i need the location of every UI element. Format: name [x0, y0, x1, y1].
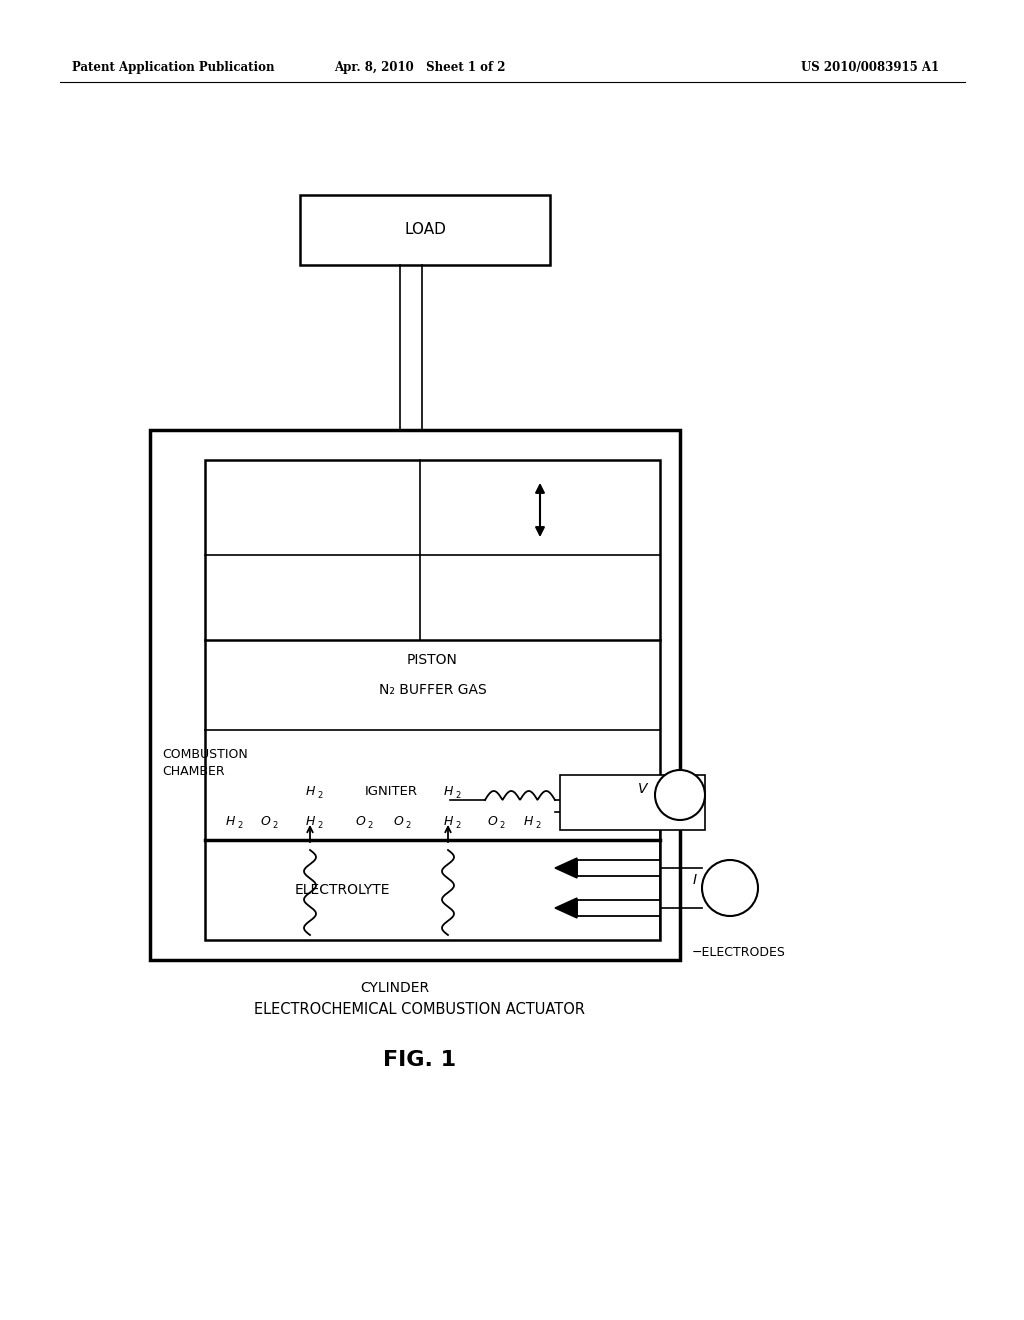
Text: O: O: [260, 814, 270, 828]
Text: −: −: [656, 800, 665, 810]
Bar: [577, 900, 660, 916]
Bar: [560, 775, 705, 830]
Bar: [205, 459, 660, 940]
Bar: [300, 195, 550, 265]
Bar: [577, 861, 660, 876]
Text: 2: 2: [317, 821, 323, 830]
Text: I: I: [693, 873, 697, 887]
Text: PISTON: PISTON: [408, 653, 458, 667]
Text: +: +: [656, 787, 664, 797]
Text: 2: 2: [367, 821, 373, 830]
Text: 2: 2: [455, 791, 460, 800]
Text: CYLINDER: CYLINDER: [360, 981, 429, 995]
Text: 2: 2: [455, 821, 460, 830]
Text: ELECTROLYTE: ELECTROLYTE: [295, 883, 390, 898]
Text: FIG. 1: FIG. 1: [383, 1049, 457, 1071]
Text: 1: 1: [656, 789, 663, 799]
Bar: [150, 430, 680, 960]
Text: H: H: [225, 814, 234, 828]
Text: Patent Application Publication: Patent Application Publication: [72, 62, 274, 74]
Circle shape: [655, 770, 705, 820]
Text: 2: 2: [535, 821, 541, 830]
Text: N₂ BUFFER GAS: N₂ BUFFER GAS: [379, 682, 486, 697]
Text: O: O: [393, 814, 402, 828]
Text: LOAD: LOAD: [404, 223, 445, 238]
Text: H: H: [443, 814, 453, 828]
Circle shape: [702, 861, 758, 916]
Text: COMBUSTION
CHAMBER: COMBUSTION CHAMBER: [162, 748, 248, 777]
Text: Apr. 8, 2010   Sheet 1 of 2: Apr. 8, 2010 Sheet 1 of 2: [334, 62, 506, 74]
Text: O: O: [487, 814, 497, 828]
Text: 2: 2: [499, 821, 504, 830]
Text: V: V: [638, 781, 647, 796]
Text: 2: 2: [406, 821, 411, 830]
Text: H: H: [305, 814, 314, 828]
Text: 2: 2: [317, 791, 323, 800]
Text: H: H: [305, 785, 314, 799]
Text: H: H: [443, 785, 453, 799]
Text: US 2010/0083915 A1: US 2010/0083915 A1: [801, 62, 939, 74]
Text: H: H: [523, 814, 532, 828]
Text: ELECTROCHEMICAL COMBUSTION ACTUATOR: ELECTROCHEMICAL COMBUSTION ACTUATOR: [255, 1002, 586, 1018]
Text: IGNITER: IGNITER: [365, 785, 418, 799]
Text: 2: 2: [237, 821, 243, 830]
Text: E: E: [705, 880, 711, 890]
Text: O: O: [355, 814, 365, 828]
Polygon shape: [555, 858, 577, 878]
Polygon shape: [555, 898, 577, 917]
Text: −ELECTRODES: −ELECTRODES: [692, 946, 785, 960]
Text: 2: 2: [272, 821, 278, 830]
